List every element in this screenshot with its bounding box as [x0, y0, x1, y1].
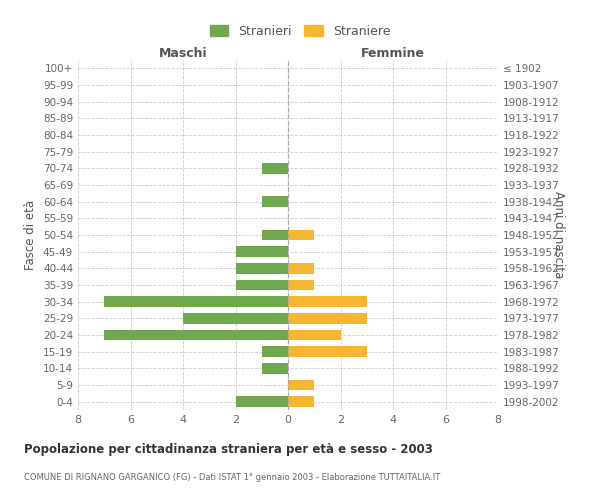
- Bar: [104, 296, 288, 307]
- Bar: [235, 396, 288, 407]
- Y-axis label: Anni di nascita: Anni di nascita: [552, 192, 565, 278]
- Bar: [235, 263, 288, 274]
- Bar: [288, 330, 341, 340]
- Bar: [262, 163, 288, 174]
- Bar: [288, 346, 367, 357]
- Bar: [235, 246, 288, 257]
- Text: Maschi: Maschi: [158, 47, 208, 60]
- Bar: [288, 296, 367, 307]
- Bar: [288, 380, 314, 390]
- Text: Femmine: Femmine: [361, 47, 425, 60]
- Bar: [235, 280, 288, 290]
- Bar: [183, 313, 288, 324]
- Text: COMUNE DI RIGNANO GARGANICO (FG) - Dati ISTAT 1° gennaio 2003 - Elaborazione TUT: COMUNE DI RIGNANO GARGANICO (FG) - Dati …: [24, 472, 440, 482]
- Bar: [288, 396, 314, 407]
- Bar: [288, 280, 314, 290]
- Text: Popolazione per cittadinanza straniera per età e sesso - 2003: Popolazione per cittadinanza straniera p…: [24, 442, 433, 456]
- Bar: [262, 196, 288, 207]
- Bar: [288, 230, 314, 240]
- Legend: Stranieri, Straniere: Stranieri, Straniere: [206, 21, 394, 42]
- Y-axis label: Fasce di età: Fasce di età: [25, 200, 37, 270]
- Bar: [288, 313, 367, 324]
- Bar: [104, 330, 288, 340]
- Bar: [262, 346, 288, 357]
- Bar: [262, 363, 288, 374]
- Bar: [262, 230, 288, 240]
- Bar: [288, 263, 314, 274]
